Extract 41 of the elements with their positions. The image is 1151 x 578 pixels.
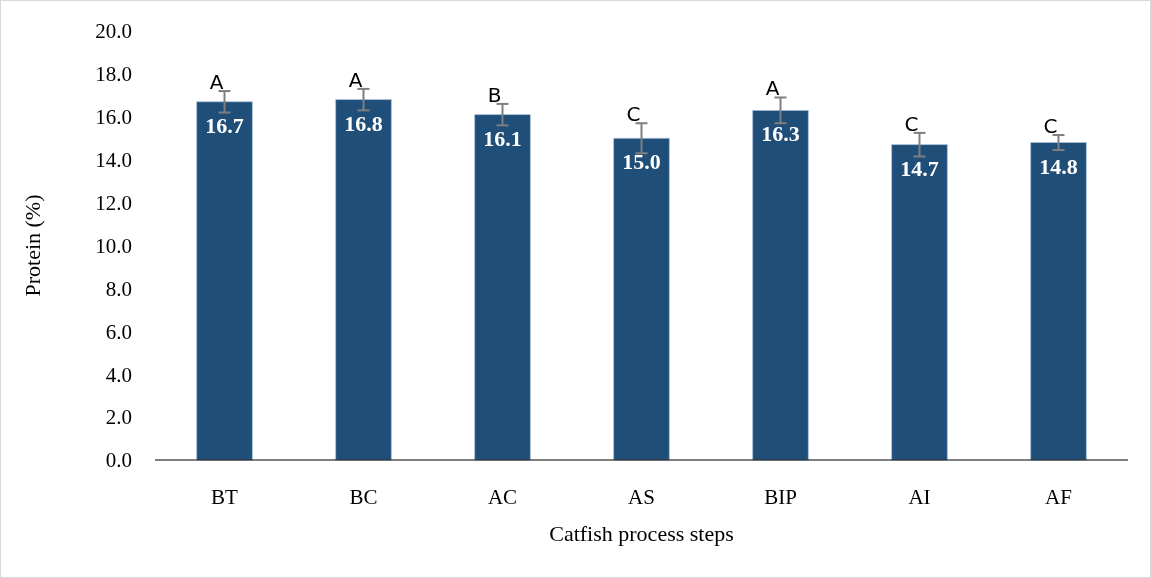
x-tick-label: BIP bbox=[764, 485, 797, 509]
annotation: C bbox=[1043, 114, 1058, 139]
bar bbox=[891, 144, 948, 461]
y-tick-label: 10.0 bbox=[95, 233, 132, 258]
y-tick-label: 0.0 bbox=[105, 448, 132, 473]
annotation: C bbox=[904, 111, 919, 136]
annotation: A bbox=[209, 70, 224, 95]
data-label: 16.3 bbox=[761, 121, 800, 147]
data-label: 16.1 bbox=[483, 125, 522, 151]
x-tick-label: BT bbox=[211, 485, 239, 509]
x-axis-title: Catfish process steps bbox=[549, 521, 734, 546]
y-tick-label: 20.0 bbox=[95, 19, 132, 44]
bar bbox=[196, 101, 253, 461]
x-tick-label: AS bbox=[628, 485, 655, 509]
annotation: B bbox=[487, 82, 502, 107]
y-tick-label: 18.0 bbox=[95, 62, 132, 87]
data-label: 16.7 bbox=[205, 112, 244, 138]
annotation: C bbox=[626, 102, 641, 127]
y-axis-title: Protein (%) bbox=[20, 194, 45, 297]
y-tick-label: 12.0 bbox=[95, 190, 132, 215]
x-tick-label: BC bbox=[349, 485, 378, 509]
data-label: 14.7 bbox=[900, 155, 939, 181]
data-label: 15.0 bbox=[622, 149, 661, 175]
x-tick-label: AC bbox=[487, 485, 518, 509]
bar bbox=[1030, 142, 1087, 461]
annotation: A bbox=[348, 67, 363, 92]
bar bbox=[613, 137, 670, 461]
bar bbox=[335, 99, 392, 461]
bar bbox=[474, 114, 531, 461]
y-tick-label: 6.0 bbox=[105, 319, 132, 344]
y-tick-label: 4.0 bbox=[105, 362, 132, 387]
bar bbox=[752, 109, 809, 461]
data-label: 16.8 bbox=[344, 110, 383, 136]
y-tick-label: 2.0 bbox=[105, 405, 132, 430]
y-tick-label: 8.0 bbox=[105, 276, 132, 301]
x-tick-label: AF bbox=[1045, 485, 1072, 509]
y-tick-label: 16.0 bbox=[95, 105, 132, 130]
data-label: 14.8 bbox=[1039, 153, 1078, 179]
y-tick-label: 14.0 bbox=[95, 148, 132, 173]
x-tick-label: AI bbox=[908, 485, 931, 509]
annotation: A bbox=[765, 76, 780, 101]
